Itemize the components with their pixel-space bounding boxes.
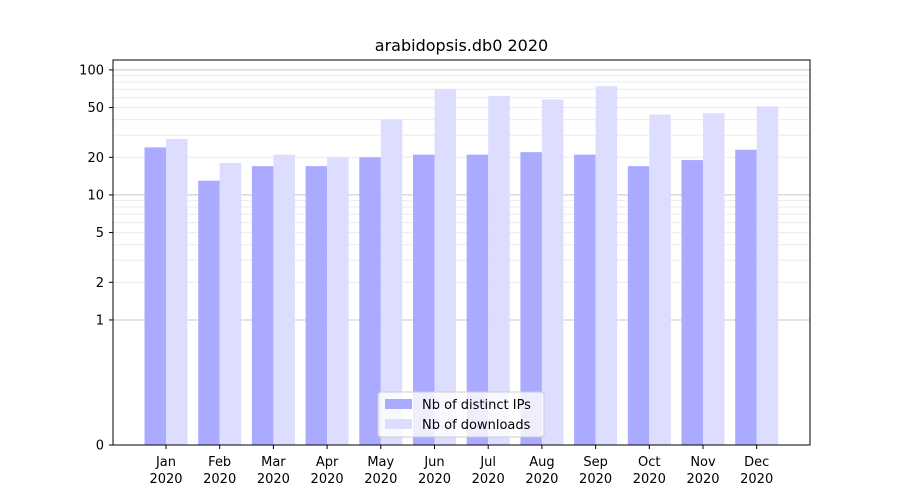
bar-downloads-feb [219, 163, 242, 445]
y-tick-label: 2 [96, 276, 104, 291]
x-tick-label-month: Dec [744, 455, 769, 470]
bar-distinct-ips-mar [251, 166, 274, 445]
legend-box [377, 391, 545, 438]
bar-distinct-ips-may [359, 157, 381, 445]
bar-distinct-ips-dec [735, 149, 757, 446]
bar-distinct-ips-jan [144, 147, 166, 446]
x-tick-label-month: May [367, 455, 394, 470]
x-tick-label-month: Jan [155, 455, 176, 470]
x-axis: Jan 2020 Feb 2020 Mar 2020 Apr 2020 May 2020 Jun 20… [149, 445, 773, 487]
bar-downloads-jun [434, 89, 456, 445]
bar-distinct-ips-sep [574, 154, 596, 446]
x-tick-label-year: 2020 [364, 472, 397, 487]
x-tick-label-year: 2020 [686, 472, 719, 487]
bar-distinct-ips-oct [627, 166, 650, 445]
y-tick-label: 100 [79, 63, 104, 78]
bar-distinct-ips-jul [466, 154, 489, 446]
x-tick-label-year: 2020 [633, 472, 666, 487]
x-tick-label-year: 2020 [418, 472, 451, 487]
y-axis: 0 1 2 5 10 20 50 100 [79, 63, 113, 454]
x-tick-label-month: Mar [261, 455, 286, 470]
y-tick-label: 0 [96, 439, 104, 454]
legend-swatch [385, 399, 412, 409]
x-tick-label-year: 2020 [740, 472, 773, 487]
bar-distinct-ips-apr [305, 166, 328, 445]
x-tick-label-year: 2020 [311, 472, 344, 487]
bars [144, 86, 779, 446]
bar-downloads-nov [703, 113, 725, 445]
x-tick-label-year: 2020 [579, 472, 612, 487]
bar-downloads-sep [595, 86, 618, 445]
legend: Nb of distinct IPs Nb of downloads [377, 391, 545, 438]
y-tick-label: 5 [96, 226, 104, 241]
bar-downloads-aug [541, 99, 564, 446]
legend-label: Nb of downloads [422, 418, 531, 433]
bar-downloads-may [380, 119, 403, 446]
bar-distinct-ips-aug [520, 152, 542, 445]
y-tick-label: 10 [87, 188, 104, 203]
legend-label: Nb of distinct IPs [422, 398, 531, 413]
y-tick-label: 50 [87, 101, 104, 116]
x-tick-label-year: 2020 [257, 472, 290, 487]
bar-distinct-ips-feb [198, 180, 220, 445]
bar-distinct-ips-nov [681, 160, 703, 445]
bar-downloads-oct [649, 114, 671, 445]
x-tick-label-year: 2020 [203, 472, 236, 487]
legend-swatch [385, 419, 412, 429]
bar-downloads-dec [756, 106, 779, 445]
bar-downloads-jul [488, 95, 510, 446]
x-tick-label-month: Oct [638, 455, 660, 470]
x-tick-label-year: 2020 [472, 472, 505, 487]
x-tick-label-month: Jul [479, 455, 496, 470]
x-tick-label-year: 2020 [525, 472, 558, 487]
y-tick-label: 1 [96, 313, 104, 328]
x-tick-label-year: 2020 [149, 472, 182, 487]
x-tick-label-month: Apr [316, 455, 339, 470]
x-tick-label-month: Feb [208, 455, 231, 470]
x-tick-label-month: Aug [529, 455, 554, 470]
chart-title: arabidopsis.db0 2020 [375, 36, 548, 55]
x-tick-label-month: Nov [690, 455, 716, 470]
plot-frame [112, 59, 811, 446]
bar-distinct-ips-jun [413, 154, 435, 446]
bar-downloads-apr [327, 157, 349, 445]
x-tick-label-month: Jun [423, 455, 444, 470]
y-tick-label: 20 [87, 151, 104, 166]
bar-downloads-jan [166, 139, 188, 445]
x-tick-label-month: Sep [583, 455, 608, 470]
bar-downloads-mar [273, 154, 295, 446]
